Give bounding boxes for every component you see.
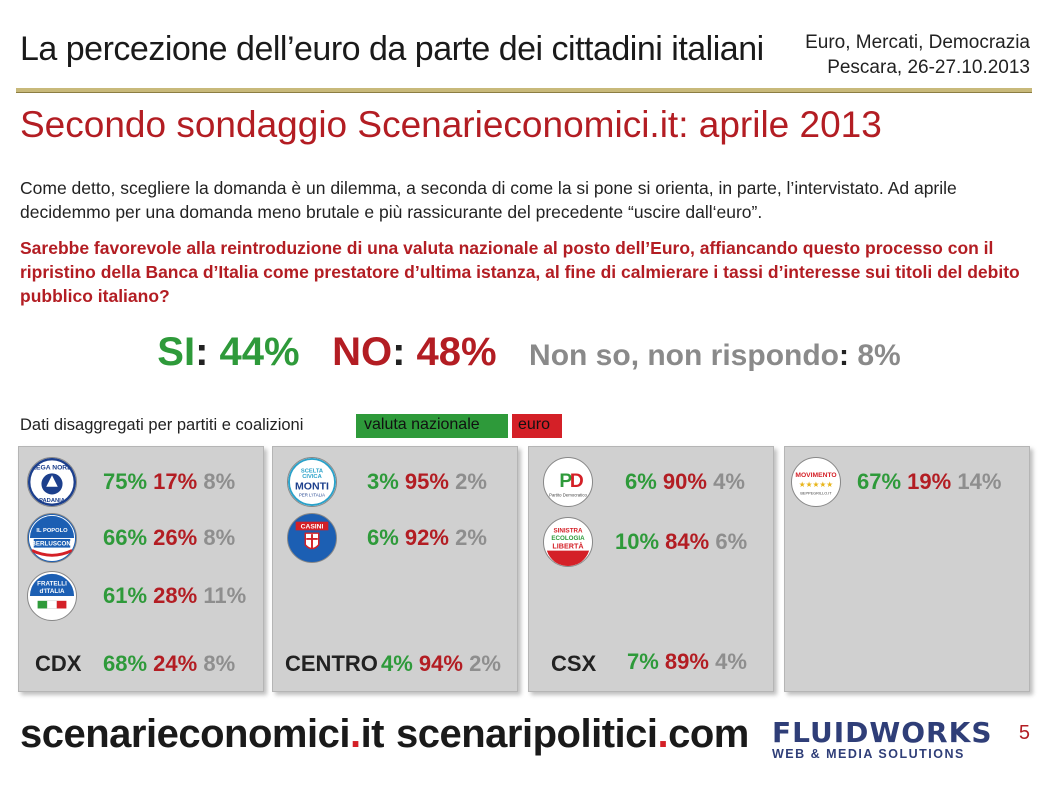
- coalition-label: CDX: [35, 651, 82, 676]
- csx-total-values: 7% 89% 4%: [627, 649, 747, 674]
- svg-text:MOVIMENTO: MOVIMENTO: [795, 472, 836, 479]
- svg-text:SINISTRA: SINISTRA: [553, 527, 583, 534]
- panel-cdx: LEGA NORD PADANIA 75% 17% 8% IL POPOLO BER…: [18, 446, 264, 692]
- svg-text:Partito Democratico: Partito Democratico: [549, 492, 587, 497]
- footer-site-scenarieconomici[interactable]: scenarieconomici.it: [20, 712, 385, 756]
- popolo-della-liberta-logo: IL POPOLO BERLUSCONI: [27, 513, 77, 563]
- scelta-civica-values: 3% 95% 2%: [367, 469, 487, 494]
- page-number: 5: [1018, 722, 1030, 744]
- survey-question: Sarebbe favorevole alla reintroduzione d…: [20, 238, 1020, 306]
- fdi-values: 61% 28% 11%: [103, 583, 247, 608]
- scelta-civica-logo: SCELTA CIVICA MONTI PER L'ITALIA: [287, 457, 337, 507]
- result-si: SI: 44%: [157, 330, 300, 374]
- m5s-values: 67% 19% 14%: [857, 469, 1002, 494]
- pdl-values: 66% 26% 8%: [103, 525, 236, 550]
- svg-text:PADANIA: PADANIA: [39, 498, 65, 504]
- svg-text:BERLUSCONI: BERLUSCONI: [31, 541, 72, 548]
- lega-nord-values: 75% 17% 8%: [103, 469, 236, 494]
- panel-centro: SCELTA CIVICA MONTI PER L'ITALIA 3% 95% 2% …: [272, 446, 518, 692]
- conference-info: Euro, Mercati, Democrazia Pescara, 26-27…: [805, 30, 1030, 80]
- panel-csx: P D Partito Democratico 6% 90% 4% SINISTRA…: [528, 446, 774, 692]
- svg-text:CIVICA: CIVICA: [302, 474, 322, 480]
- svg-text:PER L'ITALIA: PER L'ITALIA: [299, 492, 325, 497]
- centro-total-values: 4% 94% 2%: [381, 651, 501, 676]
- panel-m5s: MOVIMENTO ★★★★★ BEPPEGRILLO.IT 67% 19% 14%: [784, 446, 1030, 692]
- svg-text:LEGA NORD: LEGA NORD: [32, 465, 72, 472]
- svg-text:d'ITALIA: d'ITALIA: [40, 588, 65, 595]
- fluidworks-tagline: WEB & MEDIA SOLUTIONS: [772, 747, 965, 761]
- disaggregated-label: Dati disaggregati per partiti e coalizio…: [20, 416, 304, 434]
- result-no: NO: 48%: [332, 330, 497, 374]
- udc-values: 6% 92% 2%: [367, 525, 487, 550]
- fratelli-d-italia-logo: FRATELLI d'ITALIA: [27, 571, 77, 621]
- svg-text:MONTI: MONTI: [295, 481, 329, 493]
- conference-place-date: Pescara, 26-27.10.2013: [827, 57, 1030, 78]
- overall-results: SI: 44% NO: 48% Non so, non rispondo: 8%: [0, 330, 1058, 375]
- movimento-5-stelle-logo: MOVIMENTO ★★★★★ BEPPEGRILLO.IT: [791, 457, 841, 507]
- svg-text:P: P: [559, 471, 572, 492]
- lega-nord-logo: LEGA NORD PADANIA: [27, 457, 77, 507]
- svg-text:CASINI: CASINI: [301, 523, 324, 530]
- coalition-label: CENTRO: [285, 651, 378, 676]
- fluidworks-logo: FLUIDWORKS WEB & MEDIA SOLUTIONS: [772, 716, 992, 761]
- pd-values: 6% 90% 4%: [625, 469, 745, 494]
- svg-text:★★★★★: ★★★★★: [799, 480, 834, 489]
- header-divider: [16, 88, 1032, 93]
- coalition-label: CSX: [551, 651, 597, 676]
- slide-subtitle: Secondo sondaggio Scenarieconomici.it: a…: [20, 104, 882, 145]
- svg-text:ECOLOGIA: ECOLOGIA: [551, 535, 585, 542]
- intro-paragraph: Come detto, scegliere la domanda è un di…: [20, 178, 957, 222]
- svg-text:LIBERTÀ: LIBERTÀ: [552, 542, 583, 551]
- svg-text:BEPPEGRILLO.IT: BEPPEGRILLO.IT: [800, 491, 832, 495]
- sel-values: 10% 84% 6%: [615, 529, 748, 554]
- conference-name: Euro, Mercati, Democrazia: [805, 32, 1030, 53]
- svg-text:IL POPOLO: IL POPOLO: [36, 528, 68, 534]
- partito-democratico-logo: P D Partito Democratico: [543, 457, 593, 507]
- fluidworks-brand: FLUIDWORKS: [772, 716, 993, 749]
- legend-valuta-nazionale: valuta nazionale: [356, 414, 508, 438]
- result-non-so: Non so, non rispondo: 8%: [529, 339, 901, 372]
- svg-text:SCELTA: SCELTA: [301, 468, 323, 474]
- udc-casini-logo: CASINI: [287, 513, 337, 563]
- slide-title: La percezione dell’euro da parte dei cit…: [20, 30, 764, 68]
- legend-euro: euro: [512, 414, 562, 438]
- svg-text:D: D: [570, 471, 584, 492]
- sel-logo: SINISTRA ECOLOGIA LIBERTÀ: [543, 517, 593, 567]
- footer-site-scenaripolitici[interactable]: scenaripolitici.com: [396, 712, 749, 756]
- svg-text:FRATELLI: FRATELLI: [37, 580, 67, 587]
- cdx-total-values: 68% 24% 8%: [103, 651, 236, 676]
